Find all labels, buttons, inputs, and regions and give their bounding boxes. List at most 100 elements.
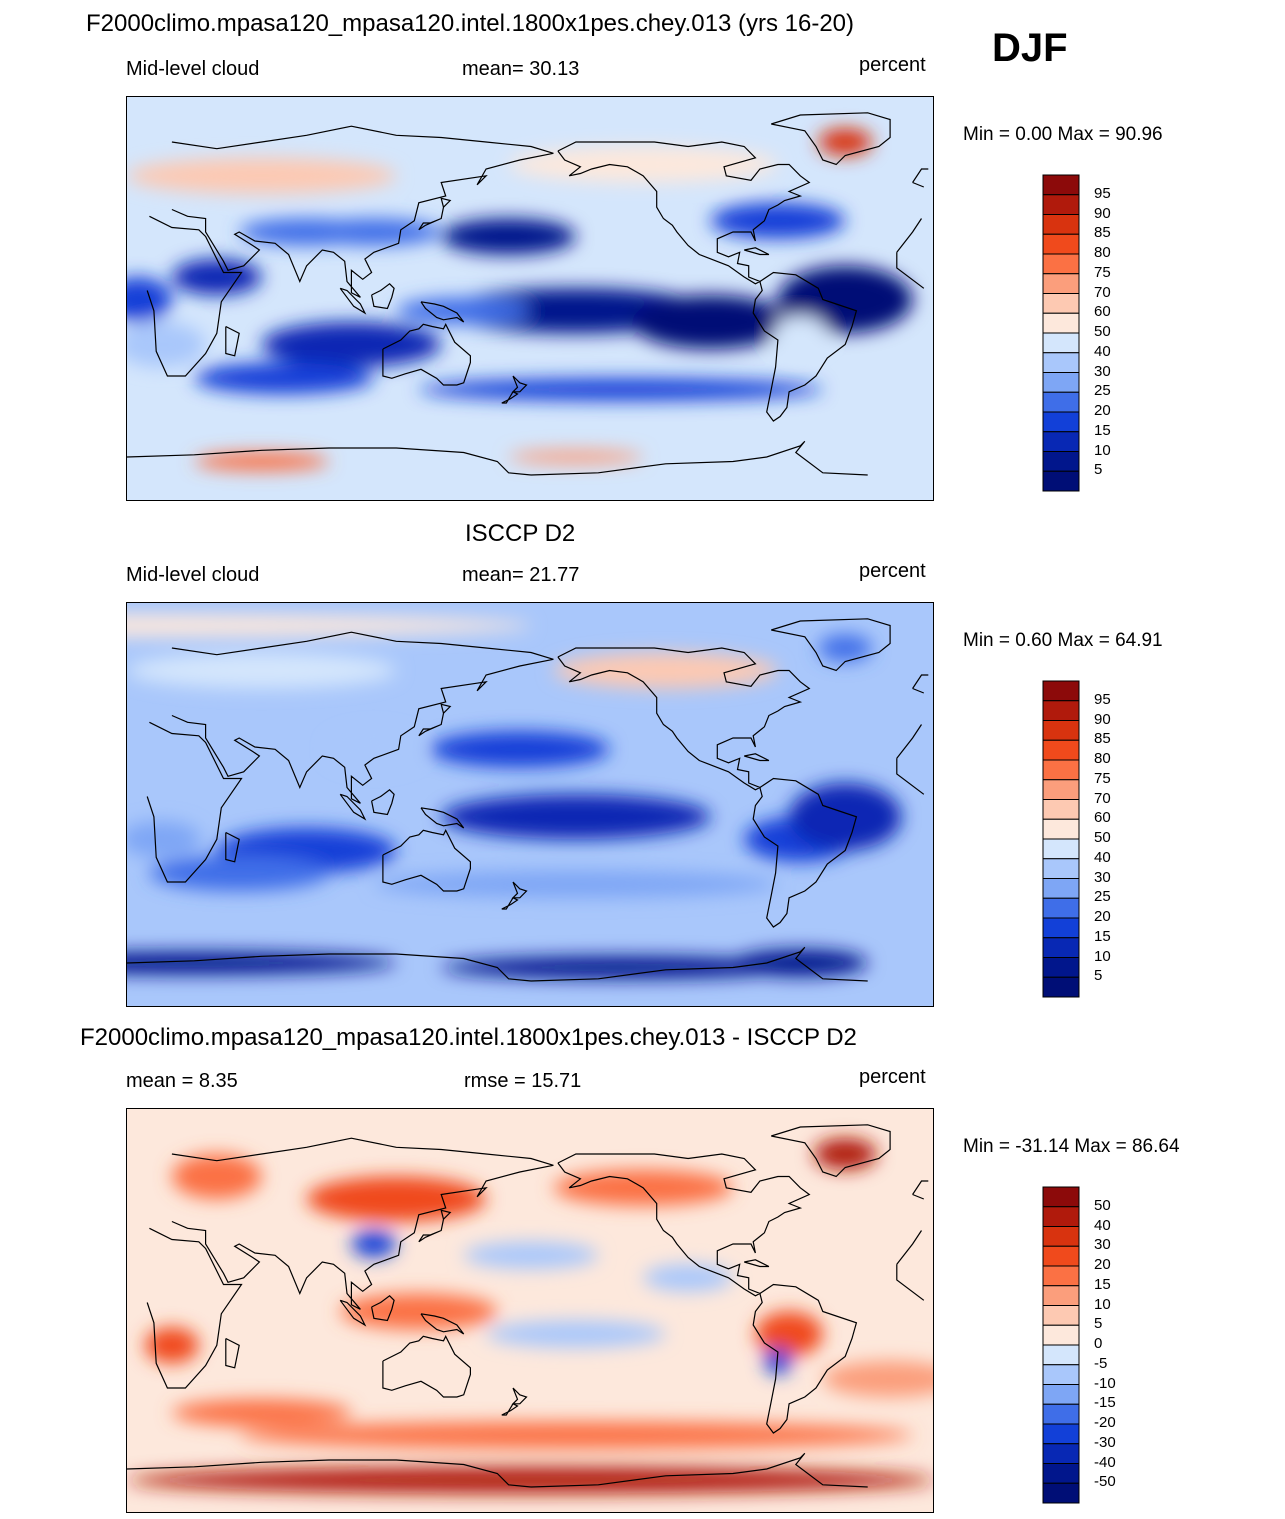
panel2-map <box>126 602 934 1007</box>
coastline-path <box>501 391 519 404</box>
panel3-rmse-label: rmse = 15.71 <box>464 1070 582 1092</box>
coastline-path <box>127 1452 868 1488</box>
colorbar-swatch <box>1042 1226 1080 1247</box>
field-contours <box>127 614 902 979</box>
coastline-path <box>501 1403 519 1416</box>
colorbar-swatch <box>1042 917 1080 939</box>
colorbar-svg <box>1042 680 1080 998</box>
field-contour-blob <box>441 956 801 979</box>
coastline-path <box>339 287 367 315</box>
field-contours <box>127 128 913 471</box>
colorbar-tick-label: 15 <box>1094 927 1111 945</box>
field-contour-blob <box>818 634 873 662</box>
field-contour-blob <box>261 322 442 367</box>
colorbar-swatch <box>1042 759 1080 781</box>
colorbar-swatch <box>1042 273 1080 294</box>
colorbar-tick-label: -10 <box>1094 1374 1116 1392</box>
colorbar-swatch <box>1042 431 1080 452</box>
colorbar-tick-label: 75 <box>1094 769 1111 787</box>
panel1-colorbar: 95 90 85 80 75 70 60 50 40 30 25 20 15 10 5 <box>1042 174 1182 494</box>
coastline-path <box>501 897 519 910</box>
panel1-minmax: Min = 0.00 Max = 90.96 <box>963 124 1163 145</box>
colorbar-swatch <box>1042 838 1080 860</box>
colorbar-tick-label: 50 <box>1094 323 1111 340</box>
coastline-path <box>382 828 471 892</box>
coastlines <box>127 112 929 476</box>
coastlines <box>127 618 929 982</box>
field-contour-blob <box>127 614 531 637</box>
panel3-minmax: Min = -31.14 Max = 86.64 <box>963 1136 1180 1157</box>
colorbar-swatch <box>1042 1206 1080 1227</box>
colorbar-swatch <box>1042 1482 1080 1504</box>
field-contour-blob <box>632 295 790 349</box>
coastline-path <box>420 301 465 323</box>
coastline-path <box>127 946 868 982</box>
coastline-path <box>744 1259 770 1268</box>
model-title: F2000climo.mpasa120_mpasa120.intel.1800x… <box>86 10 855 37</box>
colorbar-swatch <box>1042 858 1080 879</box>
coastline-path <box>752 777 858 928</box>
colorbar-tick-label: 5 <box>1094 967 1103 985</box>
coastline-path <box>912 168 929 188</box>
colorbar-tick-label: -50 <box>1094 1473 1116 1491</box>
field-contour-blob <box>463 1241 599 1269</box>
colorbar-swatch <box>1042 391 1080 413</box>
field-contour-blob <box>239 1421 913 1449</box>
field-contour-blob <box>373 870 778 898</box>
map-svg <box>127 603 933 1006</box>
field-contour-blob <box>127 277 172 322</box>
coastline-path <box>171 1137 554 1310</box>
coastline-path <box>371 1295 395 1322</box>
field-contour-blob <box>643 1264 733 1292</box>
field-contour-blob <box>441 218 576 255</box>
colorbar-swatch <box>1042 1423 1080 1445</box>
panel3-units-label: percent <box>859 1066 926 1088</box>
season-label: DJF <box>992 26 1068 70</box>
colorbar-tick-label: 95 <box>1094 690 1111 708</box>
colorbar-tick-label: 30 <box>1094 362 1111 380</box>
field-contour-blob <box>789 783 902 851</box>
coastline-path <box>339 1299 367 1327</box>
colorbar-tick-label: 20 <box>1094 1256 1111 1273</box>
field-contour-blob <box>733 949 868 977</box>
field-contour-blob <box>329 731 419 768</box>
colorbar-tick-label: 70 <box>1094 789 1111 807</box>
coastline-path <box>557 647 811 791</box>
field-contour-blob <box>127 652 397 689</box>
panel3-title: F2000climo.mpasa120_mpasa120.intel.1800x… <box>80 1024 857 1051</box>
colorbar-tick-label: 85 <box>1094 224 1111 242</box>
colorbar-tick-label: -40 <box>1094 1453 1116 1471</box>
coastline-path <box>752 271 858 422</box>
coastline-path <box>146 1227 925 1389</box>
map-svg <box>127 97 933 500</box>
coastline-path <box>371 789 395 816</box>
colorbar-tick-label: 30 <box>1094 868 1111 886</box>
coastline-path <box>511 375 528 393</box>
field-contour-blob <box>171 1154 262 1199</box>
coastline-path <box>225 1337 240 1369</box>
coastlines <box>127 1124 929 1488</box>
colorbar-swatch <box>1042 1384 1080 1405</box>
field-contour-blob <box>418 378 823 401</box>
coastline-path <box>557 1153 811 1297</box>
colorbar-swatch <box>1042 1463 1080 1484</box>
panel2-left-label: Mid-level cloud <box>126 564 260 586</box>
colorbar-tick-label: 90 <box>1094 710 1111 728</box>
colorbar-tick-label: 0 <box>1094 1335 1103 1352</box>
field-contour-blob <box>486 1320 666 1348</box>
colorbar-tick-label: 70 <box>1094 283 1111 301</box>
coastline-path <box>557 141 811 285</box>
colorbar-swatch <box>1042 293 1080 314</box>
colorbar-tick-label: 30 <box>1094 1236 1111 1254</box>
colorbar-swatch <box>1042 1285 1080 1306</box>
coastline-path <box>912 1180 929 1200</box>
colorbar-tick-label: 5 <box>1094 1315 1103 1333</box>
colorbar-svg <box>1042 1186 1080 1504</box>
colorbar-swatch <box>1042 957 1080 978</box>
field-contour-blob <box>508 450 644 464</box>
panel3-map <box>126 1108 934 1513</box>
panel3-left-label: mean = 8.35 <box>126 1070 238 1092</box>
colorbar-swatch <box>1042 897 1080 919</box>
colorbar-tick-label: 90 <box>1094 204 1111 222</box>
field-contour-blob <box>396 297 531 325</box>
